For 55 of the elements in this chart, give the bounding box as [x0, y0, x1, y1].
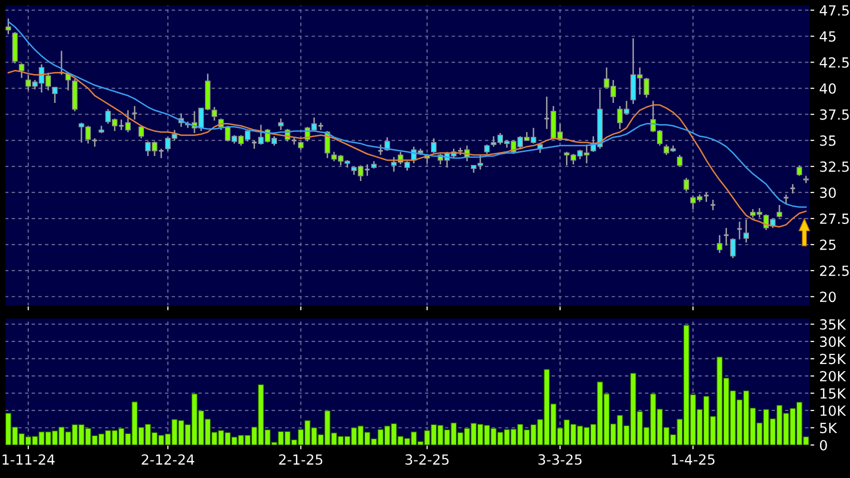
x-tick-label: 2-12-24: [142, 454, 194, 465]
candlestick: [710, 199, 716, 211]
candlestick: [796, 164, 802, 177]
candlestick: [484, 144, 490, 155]
y-tick-label: 5K: [820, 422, 838, 434]
y-tick-label: 40: [820, 83, 836, 94]
candlestick: [431, 138, 437, 154]
y-tick-label: 32.5: [820, 161, 849, 172]
y-tick-label: 25K: [820, 354, 846, 364]
candlestick: [364, 164, 370, 177]
y-tick-label: 27.5: [820, 213, 849, 224]
candlestick: [131, 105, 138, 120]
candlestick: [18, 62, 24, 79]
x-tick-label: 3-2-25: [405, 454, 449, 465]
y-tick-label: 0: [820, 440, 827, 450]
candlestick: [377, 144, 384, 156]
candlestick: [782, 194, 790, 205]
y-tick-label: 15K: [820, 388, 846, 399]
candlestick: [118, 118, 124, 131]
candlestick: [644, 77, 650, 98]
candlestick: [743, 218, 749, 244]
candlestick: [138, 125, 144, 140]
candlestick: [730, 238, 736, 259]
candlestick: [158, 148, 164, 159]
candlestick: [736, 220, 743, 240]
candlestick: [716, 234, 722, 254]
y-tick-label: 45: [820, 31, 836, 42]
candlestick: [52, 86, 58, 104]
candlestick: [278, 118, 284, 131]
x-tick-label: 2-1-25: [279, 454, 322, 465]
line-series: [8, 20, 807, 208]
y-tick-label: 35: [820, 135, 836, 146]
y-tick-label: 35K: [820, 319, 846, 330]
y-tick-label: 30K: [820, 336, 846, 347]
x-tick-label: 1-4-25: [672, 454, 714, 465]
candlestick: [776, 204, 782, 218]
candlestick: [723, 227, 730, 246]
y-tick-label: 10K: [820, 405, 846, 416]
candlestick: [676, 154, 682, 168]
candlestick: [6, 18, 12, 35]
x-tick-label: 1-11-24: [2, 454, 55, 465]
candlestick: [212, 106, 218, 122]
y-tick-label: 30: [820, 187, 836, 198]
y-tick-label: 42.5: [820, 57, 849, 68]
x-tick-label: 3-3-25: [538, 454, 582, 465]
y-tick-label: 20: [820, 292, 836, 302]
candlestick: [703, 192, 710, 203]
candlestick: [684, 177, 690, 192]
y-tick-label: 47.5: [820, 5, 849, 16]
candlestick: [544, 96, 550, 130]
y-tick-label: 22.5: [820, 266, 849, 276]
y-tick-label: 37.5: [820, 109, 849, 120]
y-tick-label: 20K: [820, 370, 846, 382]
y-tick-label: 25: [820, 240, 836, 250]
candlestick: [790, 183, 796, 194]
